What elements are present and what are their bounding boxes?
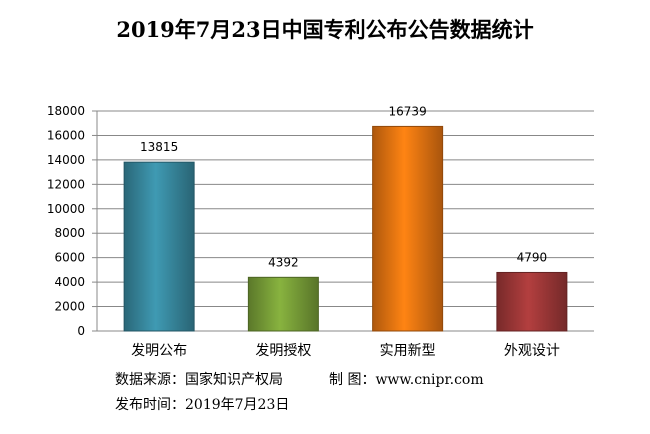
- y-tick-label: 0: [77, 324, 85, 338]
- y-tick-label: 18000: [47, 104, 85, 118]
- x-tick-labels: 发明公布 发明授权 实用新型 外观设计: [131, 343, 560, 359]
- footer-date-line: 发布时间：2019年7月23日: [115, 394, 289, 414]
- producer-label: 制 图：www.cnipr.com: [329, 372, 484, 388]
- data-label: 4790: [517, 250, 548, 264]
- y-tick-label: 16000: [47, 128, 85, 142]
- bar-2: [248, 277, 318, 331]
- source-label: 数据来源：国家知识产权局: [115, 372, 283, 388]
- footer-source-line: 数据来源：国家知识产权局 制 图：www.cnipr.com: [115, 369, 484, 389]
- bar-4: [497, 272, 567, 331]
- y-tick-labels: 0 2000 4000 6000 8000 10000 12000 14000 16000 180…: [47, 104, 85, 338]
- x-tick-label: 外观设计: [504, 343, 560, 359]
- y-tick-label: 2000: [54, 300, 85, 314]
- data-label: 16739: [389, 104, 427, 118]
- data-label: 4392: [268, 255, 299, 269]
- data-labels: 13815 4392 16739 4790: [140, 104, 547, 269]
- y-tick-label: 14000: [47, 153, 85, 167]
- bar-3: [373, 126, 443, 331]
- x-tick-label: 发明授权: [255, 343, 311, 359]
- bars: [124, 126, 567, 331]
- bar-1: [124, 162, 194, 331]
- publish-date-label: 发布时间：2019年7月23日: [115, 397, 289, 413]
- y-tick-label: 12000: [47, 177, 85, 191]
- y-tick-label: 6000: [54, 251, 85, 265]
- x-tick-label: 实用新型: [380, 343, 436, 359]
- y-tick-label: 8000: [54, 226, 85, 240]
- data-label: 13815: [140, 140, 178, 154]
- y-tick-label: 10000: [47, 202, 85, 216]
- y-tick-label: 4000: [54, 275, 85, 289]
- x-tick-label: 发明公布: [131, 343, 187, 359]
